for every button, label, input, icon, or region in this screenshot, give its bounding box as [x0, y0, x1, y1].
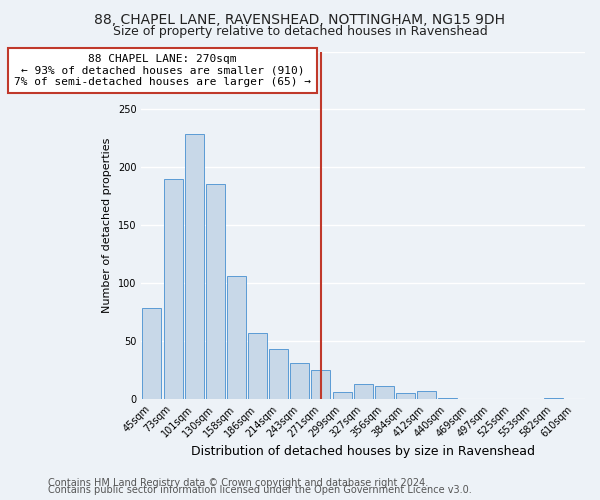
Text: Contains HM Land Registry data © Crown copyright and database right 2024.: Contains HM Land Registry data © Crown c…	[48, 478, 428, 488]
Text: 88 CHAPEL LANE: 270sqm
← 93% of detached houses are smaller (910)
7% of semi-det: 88 CHAPEL LANE: 270sqm ← 93% of detached…	[14, 54, 311, 87]
X-axis label: Distribution of detached houses by size in Ravenshead: Distribution of detached houses by size …	[191, 444, 535, 458]
Bar	[227, 276, 246, 399]
Text: 88, CHAPEL LANE, RAVENSHEAD, NOTTINGHAM, NG15 9DH: 88, CHAPEL LANE, RAVENSHEAD, NOTTINGHAM,…	[95, 12, 505, 26]
Bar	[438, 398, 457, 399]
Bar	[185, 134, 203, 399]
Bar	[142, 308, 161, 399]
Bar	[417, 391, 436, 399]
Bar	[206, 184, 225, 399]
Text: Size of property relative to detached houses in Ravenshead: Size of property relative to detached ho…	[113, 25, 487, 38]
Bar	[164, 179, 182, 399]
Bar	[353, 384, 373, 399]
Bar	[248, 333, 267, 399]
Bar	[396, 394, 415, 399]
Text: Contains public sector information licensed under the Open Government Licence v3: Contains public sector information licen…	[48, 485, 472, 495]
Y-axis label: Number of detached properties: Number of detached properties	[103, 138, 112, 313]
Bar	[544, 398, 563, 399]
Bar	[311, 370, 331, 399]
Bar	[375, 386, 394, 399]
Bar	[290, 363, 310, 399]
Bar	[332, 392, 352, 399]
Bar	[269, 350, 288, 399]
